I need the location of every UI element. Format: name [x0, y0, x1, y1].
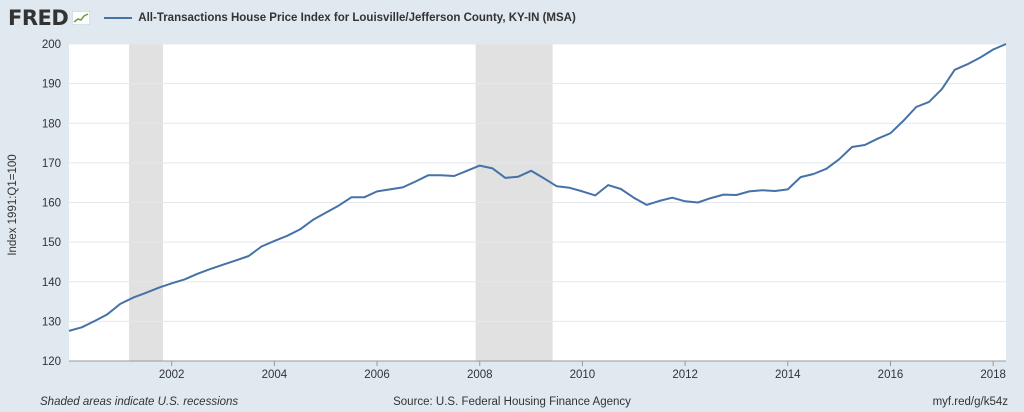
y-tick-label: 130 [42, 316, 61, 328]
y-tick-label: 160 [42, 198, 61, 210]
grid-lines [69, 43, 1006, 366]
x-axis-ticks: 2002 2004 2006 2008 2010 2012 2014 2016 2018 [159, 369, 1006, 381]
fred-logo[interactable]: FRED [8, 5, 69, 30]
x-tick-label: 2018 [980, 369, 1006, 381]
y-tick-label: 150 [42, 237, 61, 249]
y-tick-label: 200 [42, 39, 61, 51]
y-tick-label: 140 [42, 277, 61, 289]
y-tick-label: 190 [42, 79, 61, 91]
legend-line-swatch [104, 17, 133, 19]
y-tick-label: 120 [42, 356, 61, 368]
chart-header: FRED All-Transactions House Price Index … [8, 6, 576, 30]
y-axis-label: Index 1991:Q1=100 [7, 154, 19, 256]
x-tick-label: 2002 [159, 369, 185, 381]
x-tick-label: 2010 [570, 369, 596, 381]
y-axis-ticks: 120 130 140 150 160 170 180 190 200 [42, 39, 61, 368]
y-tick-label: 180 [42, 118, 61, 130]
legend-series-title[interactable]: All-Transactions House Price Index for L… [138, 12, 576, 24]
short-link[interactable]: myf.red/g/k54z [932, 396, 1008, 408]
x-tick-label: 2006 [364, 369, 390, 381]
series-line[interactable] [68, 43, 1007, 332]
source-note: Source: U.S. Federal Housing Finance Age… [393, 396, 631, 408]
x-tick-label: 2008 [467, 369, 493, 381]
recession-note: Shaded areas indicate U.S. recessions [40, 396, 239, 408]
x-tick-label: 2012 [672, 369, 698, 381]
x-tick-label: 2016 [878, 369, 904, 381]
y-tick-label: 170 [42, 158, 61, 170]
x-tick-label: 2014 [775, 369, 801, 381]
fred-logo-chart-icon [72, 11, 91, 25]
x-tick-label: 2004 [262, 369, 288, 381]
